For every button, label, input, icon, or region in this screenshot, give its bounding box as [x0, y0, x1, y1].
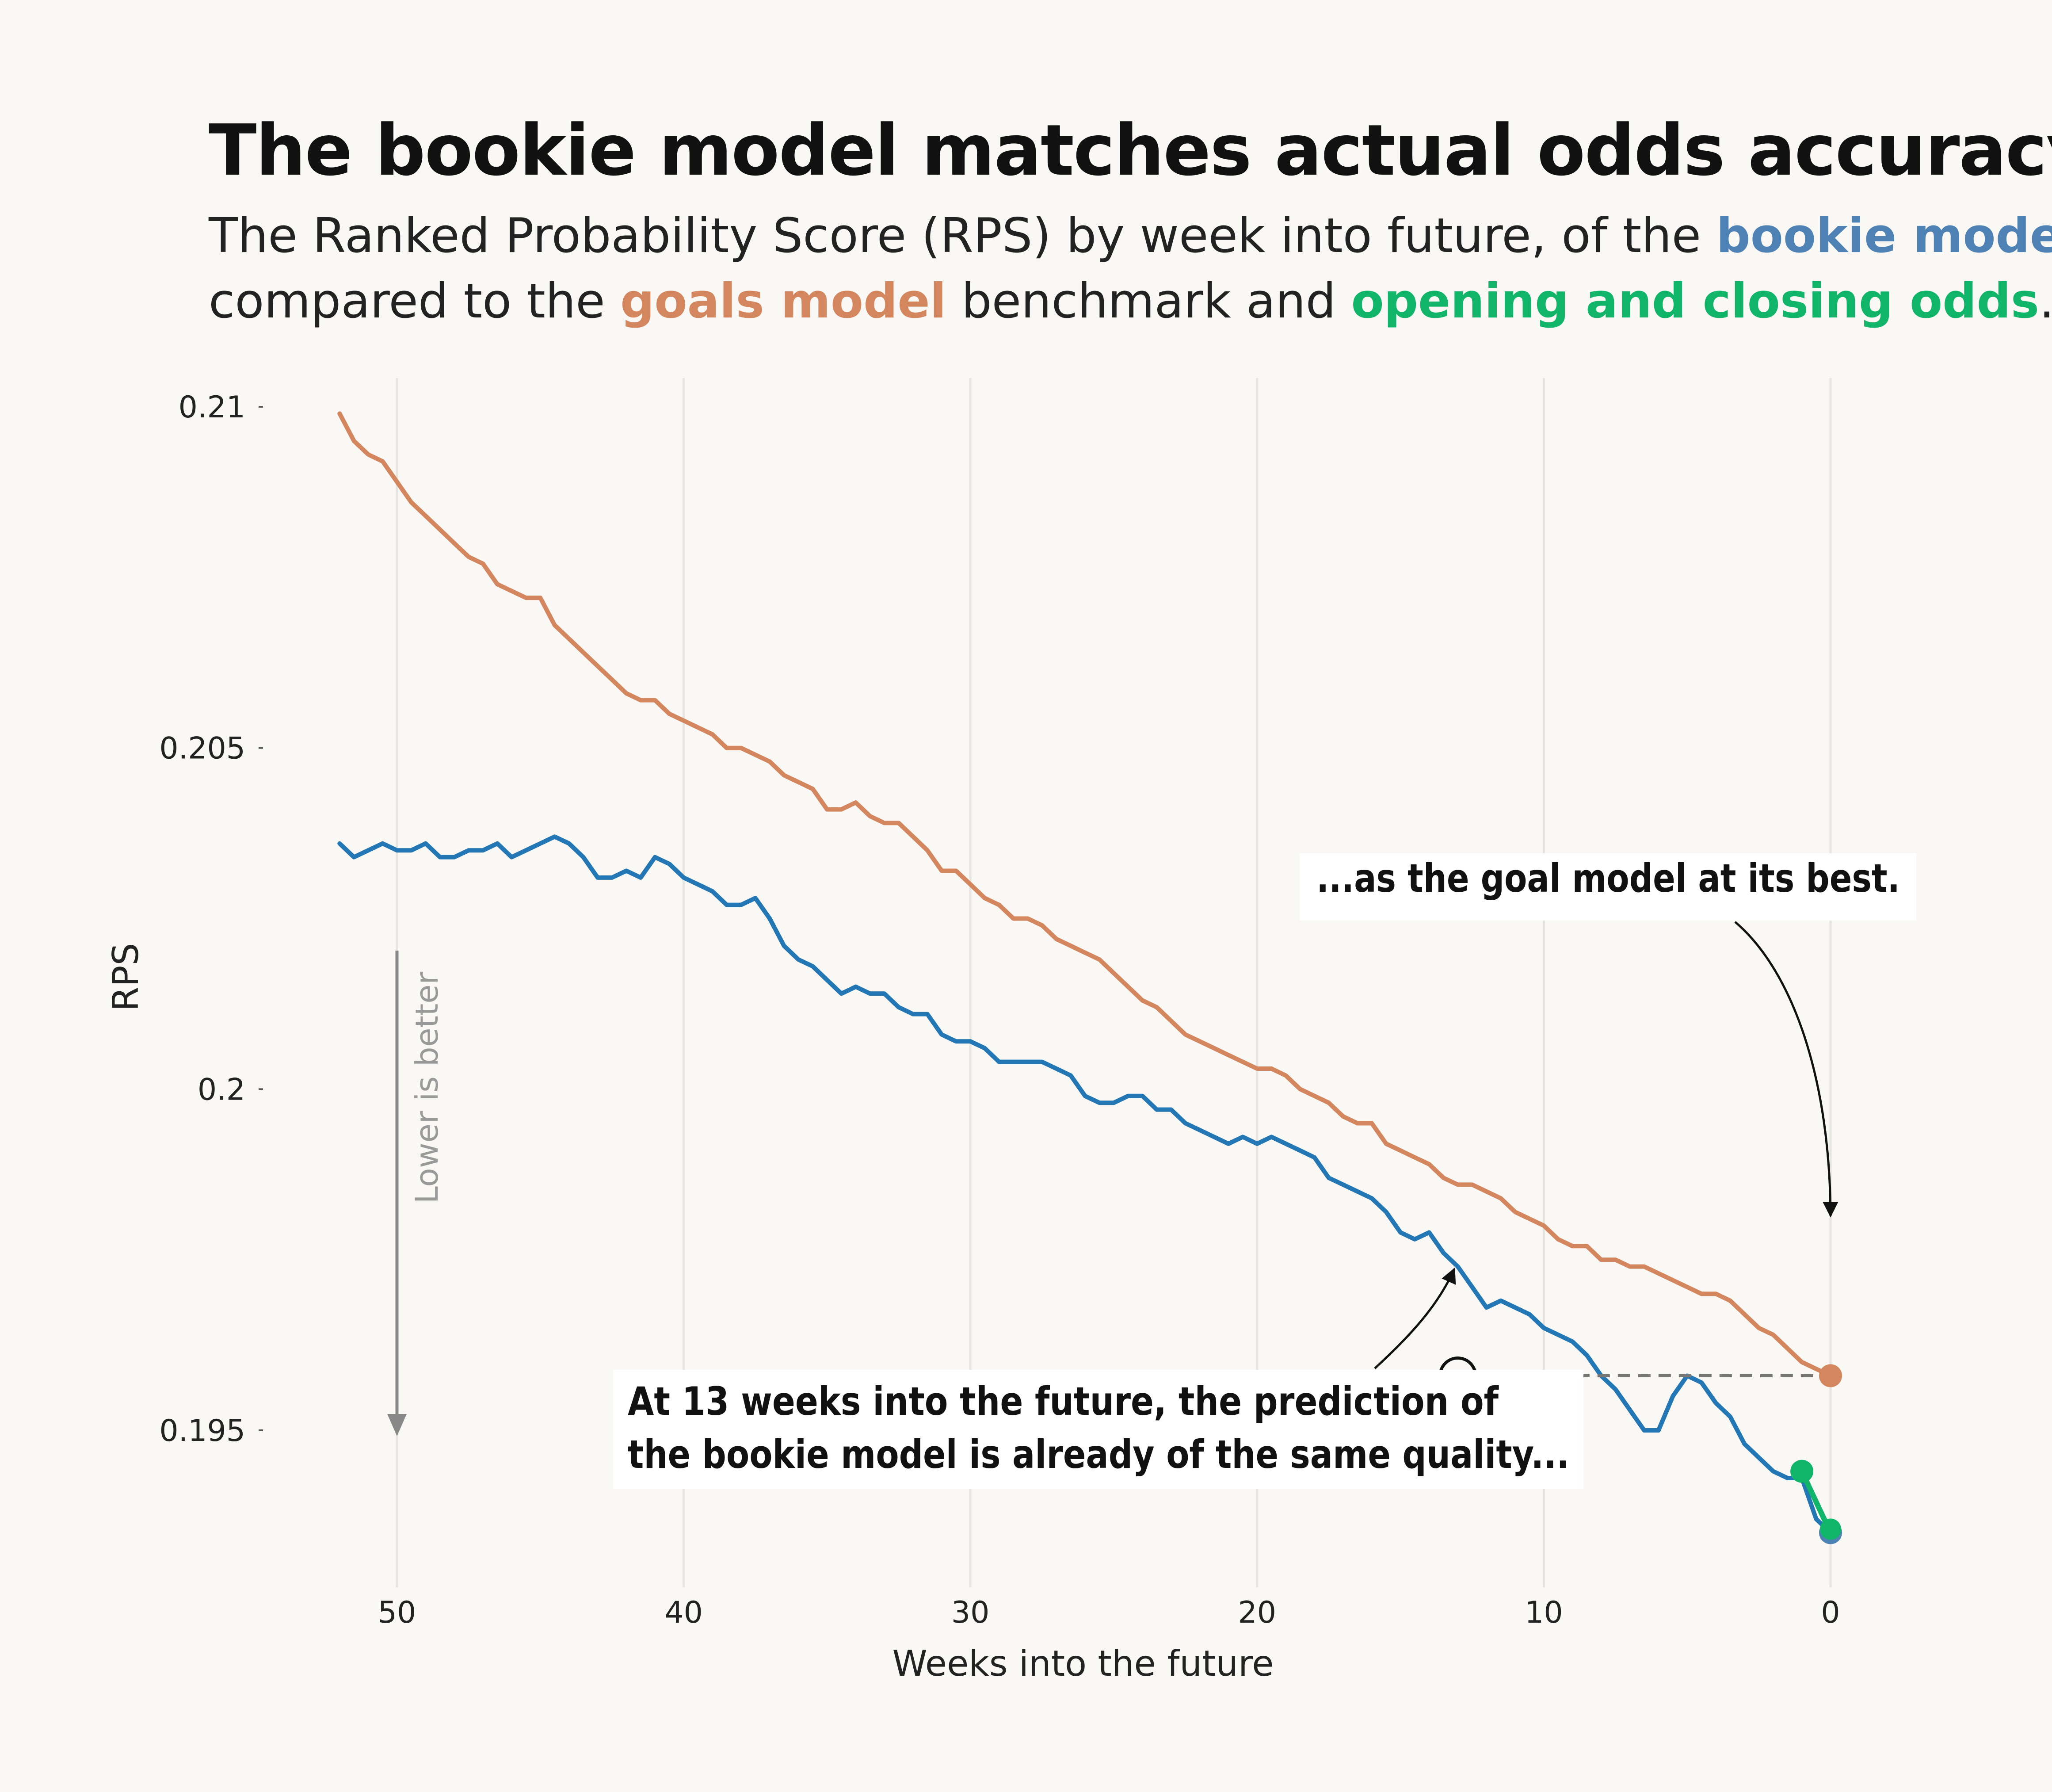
annotation-box-best: [1300, 853, 1916, 921]
series-layer: [337, 411, 1842, 1544]
goals-model-end-point: [1819, 1364, 1842, 1387]
bookie-model-line: [337, 834, 1833, 1535]
annotation-box-13weeks: [613, 1370, 1583, 1489]
axis-layer: 50 40 30 20 10 0 0.21 0.205 0.2 0.195 Weeks into t…: [105, 390, 1840, 1684]
y-tick-label: 0.21: [179, 390, 245, 425]
y-axis-title: RPS: [105, 943, 146, 1012]
lower-better-label: Lower is better: [409, 972, 445, 1204]
x-tick-label: 50: [378, 1595, 416, 1630]
subtitle-text-3: benchmark and: [946, 274, 1351, 329]
annotation-arrow-13weeks: [1374, 1267, 1456, 1369]
subtitle-text-1: The Ranked Probability Score (RPS) by we…: [209, 208, 1716, 264]
y-tick-label: 0.2: [198, 1072, 245, 1107]
annotation-layer: Lower is better ...as the goal model at i…: [387, 853, 1916, 1489]
subtitle-odds-label: opening and closing odds: [1351, 274, 2040, 329]
subtitle-text-2: compared to the: [209, 274, 621, 329]
chart-title: The bookie model matches actual odds acc…: [209, 110, 2052, 191]
y-tick-label: 0.195: [159, 1414, 245, 1448]
annotation-text-13weeks-line1: At 13 weeks into the future, the predict…: [628, 1379, 1499, 1424]
subtitle-goals-label: goals model: [620, 274, 946, 329]
annotation-arrow-best: [1734, 921, 1838, 1218]
subtitle-line-2: compared to the goals model benchmark an…: [209, 269, 2052, 334]
x-axis-title: Weeks into the future: [893, 1643, 1274, 1684]
annotation-text-best: ...as the goal model at its best.: [1316, 856, 1900, 901]
goals-model-line: [337, 411, 1833, 1378]
closing-odds-point: [1820, 1518, 1841, 1540]
x-tick-label: 20: [1238, 1595, 1277, 1630]
subtitle-text-4: .: [2039, 274, 2052, 329]
opening-odds-point: [1790, 1460, 1814, 1483]
x-tick-label: 30: [951, 1595, 990, 1630]
subtitle-line-1: The Ranked Probability Score (RPS) by we…: [209, 203, 2052, 269]
annotation-text-13weeks-line2: the bookie model is already of the same …: [628, 1432, 1569, 1477]
y-tick-label: 0.205: [159, 731, 245, 766]
x-tick-label: 10: [1525, 1595, 1563, 1630]
lower-better-arrow-head: [387, 1414, 407, 1436]
x-tick-label: 0: [1821, 1595, 1840, 1630]
chart-subtitle: The Ranked Probability Score (RPS) by we…: [209, 203, 2052, 334]
subtitle-bookie-label: bookie model: [1716, 208, 2052, 264]
x-tick-label: 40: [664, 1595, 703, 1630]
